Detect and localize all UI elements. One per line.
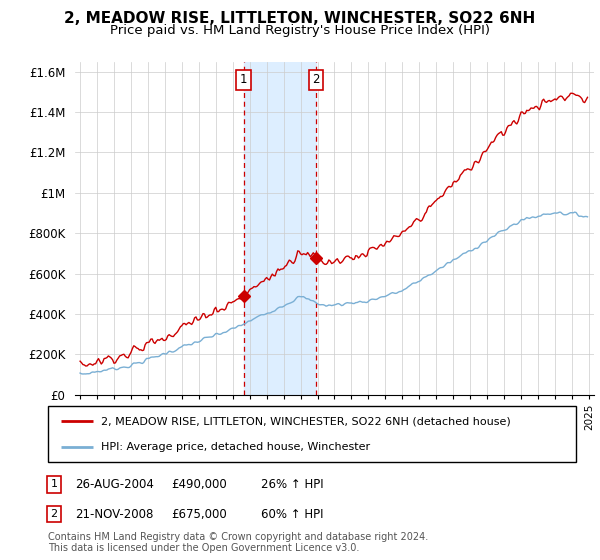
- Text: 60% ↑ HPI: 60% ↑ HPI: [261, 507, 323, 521]
- Text: 26-AUG-2004: 26-AUG-2004: [75, 478, 154, 491]
- Text: Price paid vs. HM Land Registry's House Price Index (HPI): Price paid vs. HM Land Registry's House …: [110, 24, 490, 36]
- Text: 1: 1: [240, 73, 248, 86]
- Text: Contains HM Land Registry data © Crown copyright and database right 2024.
This d: Contains HM Land Registry data © Crown c…: [48, 531, 428, 553]
- Bar: [244, 62, 316, 395]
- Text: 2: 2: [50, 509, 58, 519]
- Text: 26% ↑ HPI: 26% ↑ HPI: [261, 478, 323, 491]
- Text: 2, MEADOW RISE, LITTLETON, WINCHESTER, SO22 6NH (detached house): 2, MEADOW RISE, LITTLETON, WINCHESTER, S…: [101, 416, 511, 426]
- Text: £490,000: £490,000: [171, 478, 227, 491]
- Text: £675,000: £675,000: [171, 507, 227, 521]
- Text: HPI: Average price, detached house, Winchester: HPI: Average price, detached house, Winc…: [101, 442, 370, 452]
- Text: 2: 2: [312, 73, 320, 86]
- Text: 1: 1: [50, 479, 58, 489]
- Text: 21-NOV-2008: 21-NOV-2008: [75, 507, 154, 521]
- Text: 2, MEADOW RISE, LITTLETON, WINCHESTER, SO22 6NH: 2, MEADOW RISE, LITTLETON, WINCHESTER, S…: [64, 11, 536, 26]
